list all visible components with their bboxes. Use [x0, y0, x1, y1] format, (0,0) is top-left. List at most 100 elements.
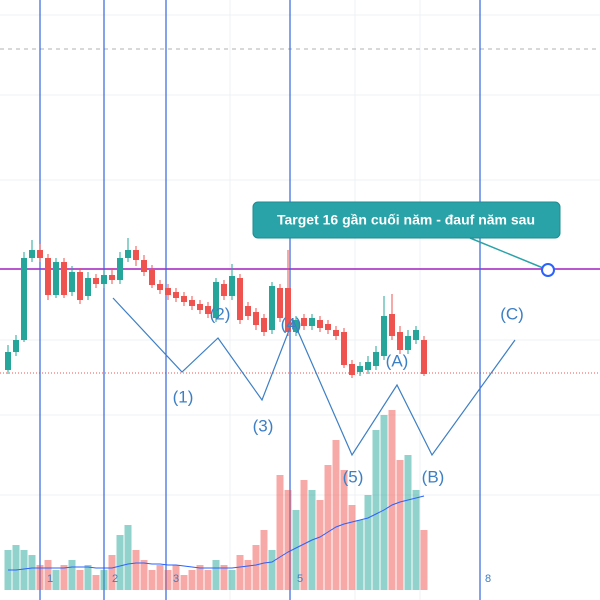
candle-body — [61, 262, 67, 295]
volume-bar — [92, 575, 100, 590]
volume-bar — [172, 565, 180, 590]
time-label: 2 — [112, 573, 118, 585]
candle-body — [397, 332, 403, 350]
time-label: 3 — [173, 573, 179, 585]
volume-bar — [132, 550, 140, 590]
wave-label: (B) — [422, 467, 445, 486]
time-label: 1 — [47, 573, 53, 585]
candle-body — [181, 296, 187, 302]
candle-body — [413, 330, 419, 340]
candle-body — [157, 284, 163, 290]
candle-body — [421, 340, 427, 374]
candle-body — [141, 260, 147, 272]
candle-body — [333, 330, 339, 336]
volume-bar — [60, 565, 68, 590]
volume-bar — [124, 525, 132, 590]
volume-bar — [148, 570, 156, 590]
candle-body — [21, 258, 27, 340]
volume-bar — [196, 565, 204, 590]
volume-layer — [4, 410, 428, 590]
volume-bar — [396, 460, 404, 590]
candle-body — [69, 272, 75, 292]
candle-body — [45, 258, 51, 295]
wave-label: (1) — [173, 387, 194, 406]
wave-label: (5) — [343, 467, 364, 486]
wave-label: (A) — [386, 351, 409, 370]
candle-body — [5, 352, 11, 370]
volume-bar — [372, 430, 380, 590]
candle-body — [261, 318, 267, 332]
volume-bar — [260, 530, 268, 590]
candle-body — [349, 364, 355, 375]
callout-text: Target 16 gần cuối năm - đauf năm sau — [277, 212, 535, 228]
volume-bar — [228, 570, 236, 590]
candle-body — [205, 306, 211, 314]
candle-body — [341, 332, 347, 365]
wave-path — [112, 297, 516, 457]
wave-label: (C) — [500, 304, 524, 323]
candle-body — [381, 316, 387, 356]
volume-bar — [332, 440, 340, 590]
callout-box — [252, 201, 561, 239]
candle-body — [93, 278, 99, 284]
volume-bar — [364, 495, 372, 590]
volume-bar — [236, 555, 244, 590]
volume-bar — [324, 465, 332, 590]
volume-bar — [28, 555, 36, 590]
volume-bar — [348, 505, 356, 590]
volume-bar — [292, 510, 300, 590]
candle-body — [125, 250, 131, 258]
candle-layer — [5, 238, 427, 378]
volume-bar — [76, 570, 84, 590]
candle-body — [317, 320, 323, 328]
volume-bar — [268, 550, 276, 590]
volume-bar — [340, 470, 348, 590]
volume-bar — [116, 535, 124, 590]
candle-body — [357, 366, 363, 372]
volume-bar — [100, 570, 108, 590]
time-label: 8 — [485, 573, 491, 585]
candle-body — [237, 278, 243, 320]
candle-body — [301, 318, 307, 326]
candle-body — [189, 300, 195, 306]
volume-bar — [140, 560, 148, 590]
volume-bar — [300, 480, 308, 590]
volume-bar — [404, 455, 412, 590]
candle-body — [213, 282, 219, 318]
wave-label: (4) — [281, 314, 302, 333]
volume-bar — [12, 545, 20, 590]
volume-bar — [420, 530, 428, 590]
candle-body — [165, 288, 171, 295]
candle-body — [101, 275, 107, 284]
candle-body — [405, 336, 411, 350]
candle-body — [77, 272, 83, 300]
candle-body — [325, 324, 331, 330]
candle-body — [229, 276, 235, 296]
volume-bar — [20, 550, 28, 590]
candle-body — [173, 292, 179, 298]
candle-body — [149, 270, 155, 285]
candle-body — [109, 275, 115, 280]
target-point — [541, 263, 555, 277]
candle-body — [253, 312, 259, 325]
candle-body — [53, 262, 59, 295]
volume-bar — [220, 565, 228, 590]
volume-bar — [244, 560, 252, 590]
volume-bar — [380, 415, 388, 590]
volume-bar — [156, 565, 164, 590]
volume-bar — [164, 570, 172, 590]
candle-body — [373, 352, 379, 366]
volume-bar — [356, 520, 364, 590]
candle-body — [285, 288, 291, 332]
time-lines — [39, 0, 481, 600]
candle-body — [221, 284, 227, 296]
volume-bar — [36, 565, 44, 590]
volume-bar — [44, 560, 52, 590]
volume-bar — [252, 545, 260, 590]
candle-body — [85, 278, 91, 296]
volume-bar — [52, 570, 60, 590]
volume-bar — [204, 570, 212, 590]
